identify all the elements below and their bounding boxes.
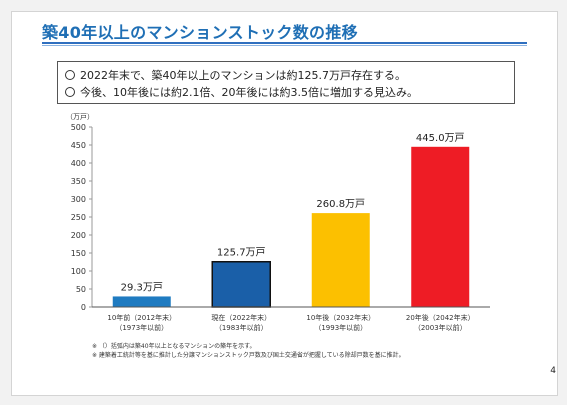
page-number: 4 xyxy=(550,366,556,376)
bar-value-label: 260.8万戸 xyxy=(316,198,365,210)
x-category-label: （1983年以前） xyxy=(215,323,268,332)
summary-text-2: 今後、10年後には約2.1倍、20年後には約3.5倍に増加する見込み。 xyxy=(80,86,418,99)
summary-box: 2022年末で、築40年以上のマンションは約125.7万戸存在する。 今後、10… xyxy=(57,61,515,104)
y-tick-label: 350 xyxy=(71,177,86,186)
y-tick-label: 150 xyxy=(71,249,86,258)
bar-value-label: 29.3万戸 xyxy=(121,281,163,293)
circle-bullet-icon xyxy=(65,70,75,80)
x-category-label: 20年後（2042年末） xyxy=(406,313,475,322)
bar-value-label: 125.7万戸 xyxy=(217,247,266,259)
bar xyxy=(311,213,370,307)
footnotes: ※ （）括弧内は築40年以上となるマンションの築年を示す。 ※ 建築着工統計等を… xyxy=(92,343,405,360)
summary-line-2: 今後、10年後には約2.1倍、20年後には約3.5倍に増加する見込み。 xyxy=(65,84,418,100)
bar xyxy=(211,260,271,308)
bar xyxy=(112,296,171,307)
y-axis-label: （万戸） xyxy=(66,113,94,121)
y-tick-label: 300 xyxy=(71,195,86,204)
page-title: 築40年以上のマンションストック数の推移 xyxy=(42,23,358,42)
x-category-label: （1973年以前） xyxy=(115,323,168,332)
x-category-label: （1993年以前） xyxy=(314,323,367,332)
bar xyxy=(411,146,470,307)
x-category-label: 現在（2022年末） xyxy=(211,313,271,322)
y-tick-label: 250 xyxy=(71,213,86,222)
y-tick-label: 50 xyxy=(76,285,86,294)
footnote-1: ※ （）括弧内は築40年以上となるマンションの築年を示す。 xyxy=(92,343,256,350)
bar-value-label: 445.0万戸 xyxy=(416,132,465,144)
x-category-label: （2003年以前） xyxy=(414,323,467,332)
footnote-2: ※ 建築着工統計等を基に推計した分譲マンションストック戸数及び国土交通省が把握し… xyxy=(92,351,405,359)
x-category-label: 10年後（2032年末） xyxy=(306,313,375,322)
title-rule-thin xyxy=(42,45,527,46)
summary-text-1: 2022年末で、築40年以上のマンションは約125.7万戸存在する。 xyxy=(80,69,407,82)
y-tick-label: 0 xyxy=(81,303,86,312)
y-tick-label: 100 xyxy=(71,267,86,276)
y-tick-label: 400 xyxy=(71,159,86,168)
circle-bullet-icon xyxy=(65,87,75,97)
y-tick-label: 450 xyxy=(71,141,86,150)
x-category-label: 10年前（2012年末） xyxy=(107,313,176,322)
summary-line-1: 2022年末で、築40年以上のマンションは約125.7万戸存在する。 xyxy=(65,67,406,83)
title-rule xyxy=(42,42,527,44)
y-tick-label: 200 xyxy=(71,231,86,240)
y-tick-label: 500 xyxy=(71,123,86,132)
